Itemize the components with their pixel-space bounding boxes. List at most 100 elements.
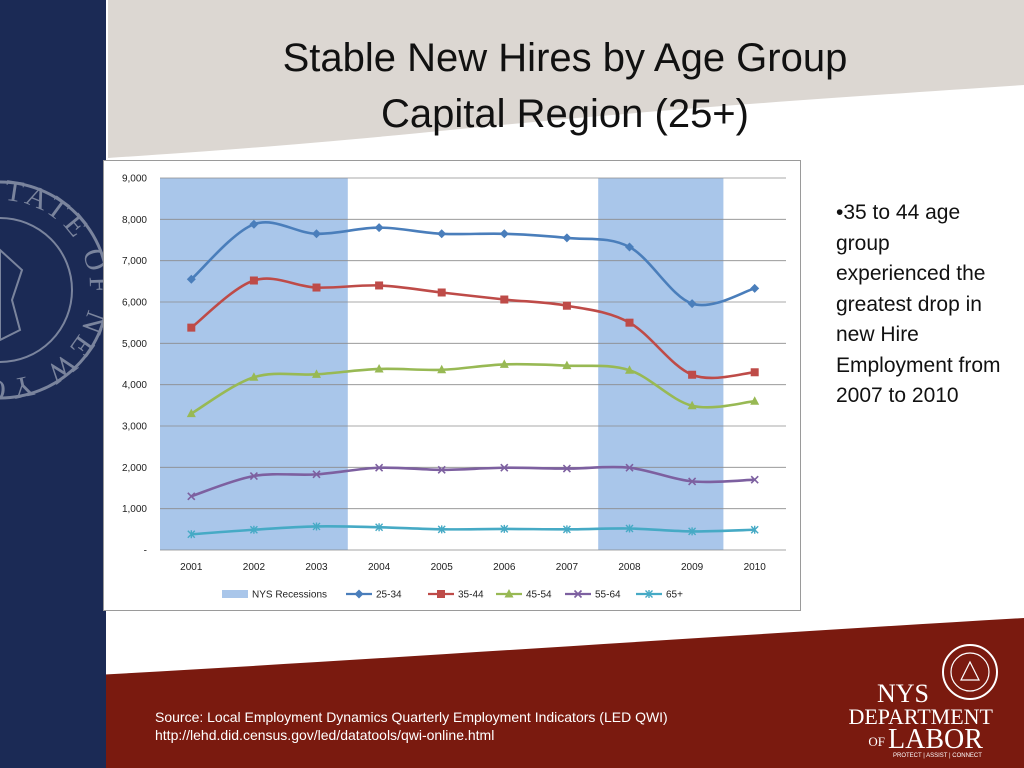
data-point-35-44 [187,323,196,332]
data-point-65+ [249,525,258,534]
legend-marker-45-54 [504,589,514,598]
data-point-65+ [375,523,384,532]
data-point-45-54 [186,408,196,418]
data-point-65+ [562,525,571,534]
bullet-note: •35 to 44 age group experienced the grea… [836,201,1001,407]
data-point-25-34 [687,299,697,309]
data-point-65+ [688,527,697,536]
x-tick-label: 2004 [368,562,391,573]
nys-dol-logo: NYS DEPARTMENT OF LABOR PROTECT | ASSIST… [848,644,998,759]
y-tick-label: 4,000 [122,380,147,391]
y-tick-label: 3,000 [122,422,147,433]
data-point-55-64 [187,492,196,501]
data-point-35-44 [249,276,258,285]
legend-marker-35-44 [437,590,445,598]
data-point-35-44 [750,368,759,377]
source-line1: Source: Local Employment Dynamics Quarte… [155,709,668,725]
data-point-45-54 [687,400,697,410]
legend-label: 45-54 [526,590,552,601]
x-tick-label: 2010 [744,562,767,573]
data-point-35-44 [500,295,509,304]
logo-line1: NYS [877,679,929,708]
top-swoosh [0,0,1024,158]
series-line-45-54 [190,362,755,415]
source-url: http://lehd.did.census.gov/led/datatools… [155,727,495,743]
legend-label: 65+ [666,590,683,601]
y-tick-label: 6,000 [122,298,147,309]
data-point-55-64 [625,463,634,472]
data-point-65+ [500,524,509,533]
data-point-65+ [750,525,759,534]
data-point-65+ [625,524,634,533]
legend-label: 35-44 [458,590,484,601]
data-point-55-64 [750,475,759,484]
y-tick-label: 7,000 [122,256,147,267]
x-tick-label: 2008 [618,562,641,573]
data-point-25-34 [499,229,509,239]
source-citation: Source: Local Employment Dynamics Quarte… [155,708,795,744]
y-tick-label: 2,000 [122,463,147,474]
data-point-45-54 [499,359,509,368]
x-tick-label: 2005 [431,562,454,573]
data-point-45-54 [249,372,259,381]
x-tick-label: 2006 [493,562,516,573]
y-tick-label: 5,000 [122,339,147,350]
logo-seal-icon [942,644,998,700]
legend-label: NYS Recessions [252,590,327,601]
data-point-35-44 [688,370,697,379]
logo-line3: LABOR [888,724,983,755]
data-point-25-34 [312,229,321,239]
data-point-45-54 [437,364,447,374]
x-tick-label: 2007 [556,562,579,573]
legend-marker-65+ [645,590,653,598]
data-point-25-34 [437,229,447,239]
legend-marker-55-64 [573,589,583,599]
data-point-55-64 [437,465,446,474]
bottom-band [0,618,1024,768]
data-point-55-64 [500,463,509,472]
y-tick-label: 9,000 [122,174,147,185]
data-point-55-64 [249,471,258,481]
series-line-65+ [191,525,755,536]
series-line-35-44 [190,277,755,380]
logo-tagline: PROTECT | ASSIST | CONNECT [893,753,982,759]
x-tick-label: 2001 [180,562,203,573]
data-point-25-34 [374,223,384,233]
line-chart: - 1,000 2,000 3,000 4,000 5,000 6,000 7,000 8,00… [122,174,786,601]
legend-label: 25-34 [376,590,402,601]
data-point-35-44 [312,283,321,292]
data-point-45-54 [750,396,760,405]
data-point-65+ [437,525,446,534]
x-tick-label: 2003 [305,562,328,573]
data-point-55-64 [562,464,571,473]
data-point-45-54 [625,365,634,374]
data-point-55-64 [312,470,321,479]
slide-title-line1: Stable New Hires by Age Group [282,36,848,80]
data-point-25-34 [625,242,634,252]
recession-band-1 [160,178,348,550]
x-tick-label: 2002 [243,562,266,573]
legend-marker-25-34 [354,589,364,599]
logo-line2: DEPARTMENT [848,704,993,729]
data-point-35-44 [625,318,634,327]
legend-swatch-recessions [222,590,248,598]
data-point-45-54 [562,360,572,370]
data-point-35-44 [375,281,384,290]
y-tick-label: 8,000 [122,215,147,226]
data-point-55-64 [375,463,384,472]
x-tick-label: 2009 [681,562,704,573]
series-line-55-64 [190,465,755,498]
data-point-45-54 [374,363,384,373]
data-point-45-54 [312,369,321,378]
logo-line3-small: OF [868,734,885,749]
y-tick-label: 1,000 [122,504,147,515]
series-line-25-34 [190,221,756,307]
data-point-35-44 [437,288,446,297]
data-point-55-64 [688,477,697,486]
y-tick-label: - [144,546,147,557]
data-point-25-34 [249,219,259,229]
recession-band-2 [598,178,724,550]
data-point-35-44 [562,301,571,310]
chart-frame: - 1,000 2,000 3,000 4,000 5,000 6,000 7,000 8,00… [103,160,801,611]
